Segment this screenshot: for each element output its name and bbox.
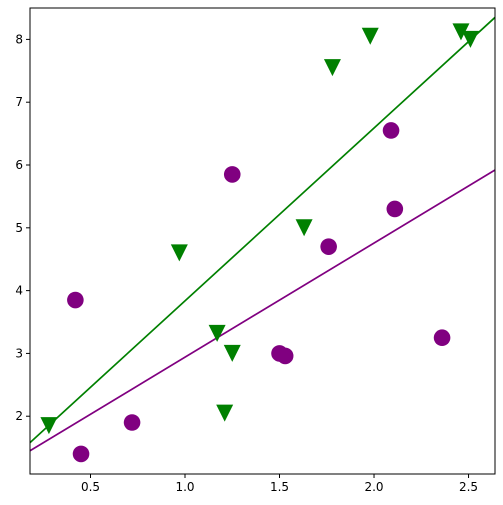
- point-triangle-10: [461, 30, 479, 48]
- plot-area: [30, 16, 495, 463]
- x-tick-label: 2.0: [364, 480, 383, 494]
- point-triangle-1: [40, 417, 58, 435]
- point-circle-1: [67, 291, 84, 309]
- point-circle-4: [223, 166, 241, 183]
- y-tick-label: 6: [15, 158, 23, 172]
- point-circle-2: [72, 445, 90, 463]
- y-tick-label: 7: [15, 95, 23, 109]
- x-tick-label: 2.5: [459, 480, 478, 494]
- y-tick-label: 8: [15, 32, 23, 46]
- point-circle-3: [123, 414, 141, 431]
- point-triangle-8: [361, 27, 379, 45]
- point-triangle-7: [323, 59, 341, 77]
- x-tick-label: 1.5: [270, 480, 289, 494]
- point-circle-8: [382, 122, 400, 139]
- y-tick-label: 2: [15, 409, 23, 423]
- y-axis: 2 3 4 5 6 7 8: [15, 32, 30, 423]
- point-triangle-2: [170, 244, 188, 262]
- x-axis: 0.5 1.0 1.5 2.0 2.5: [81, 474, 478, 494]
- point-circle-9: [386, 200, 404, 218]
- fit-line-1: [30, 169, 495, 452]
- y-tick-label: 4: [15, 284, 23, 298]
- y-tick-label: 5: [15, 221, 23, 235]
- x-tick-label: 1.0: [175, 480, 194, 494]
- y-tick-label: 3: [15, 346, 23, 360]
- point-triangle-9: [452, 23, 470, 41]
- fit-line-2: [30, 16, 495, 444]
- point-circle-6: [276, 347, 294, 365]
- point-triangle-4: [216, 404, 234, 422]
- plot-frame: [29, 7, 496, 475]
- point-triangle-3: [208, 324, 226, 342]
- point-triangle-6: [295, 219, 313, 237]
- point-circle-7: [320, 238, 337, 255]
- point-circle-10: [433, 329, 451, 347]
- point-triangle-5: [223, 344, 241, 362]
- x-tick-label: 0.5: [81, 480, 100, 494]
